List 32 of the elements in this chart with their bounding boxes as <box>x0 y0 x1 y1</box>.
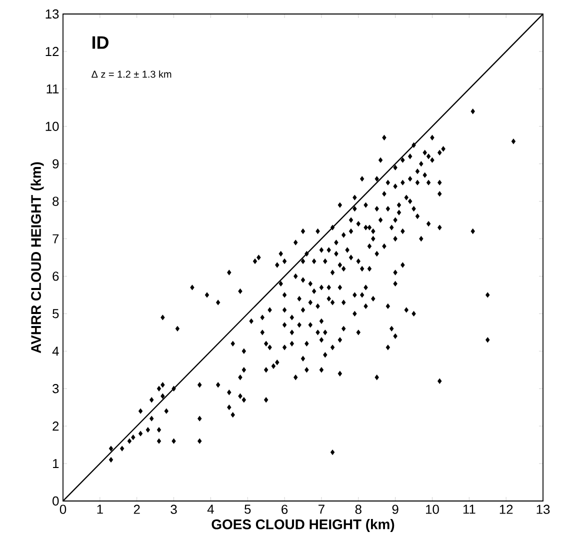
y-tick-label: 3 <box>52 384 59 394</box>
y-axis-title: AVHRR CLOUD HEIGHT (km) <box>30 162 44 354</box>
y-tick-label: 6 <box>52 272 59 281</box>
x-tick-label: 8 <box>355 504 362 514</box>
x-tick-label: 13 <box>536 504 550 514</box>
y-tick-label: 0 <box>52 496 59 506</box>
x-axis-title: GOES CLOUD HEIGHT (km) <box>212 519 394 532</box>
y-tick-label: 1 <box>53 459 59 468</box>
y-tick-label: 13 <box>46 9 59 19</box>
x-tick-label: 6 <box>282 504 288 514</box>
x-tick-label: 7 <box>318 504 324 514</box>
x-tick-label: 3 <box>170 504 177 514</box>
y-tick-label: 8 <box>52 196 59 206</box>
x-tick-label: 5 <box>244 504 251 514</box>
y-tick-label: 10 <box>46 122 59 131</box>
x-tick-label: 11 <box>463 504 476 514</box>
x-tick-label: 0 <box>60 504 66 514</box>
annotation: Δ z = 1.2 ± 1.3 km <box>92 70 172 78</box>
x-tick-label: 10 <box>426 504 439 514</box>
x-tick-label: 2 <box>134 504 140 514</box>
annotation: ID <box>92 36 108 49</box>
y-tick-label: 4 <box>52 346 59 356</box>
x-tick-label: 4 <box>207 504 214 514</box>
y-tick-label: 11 <box>46 84 59 94</box>
x-tick-label: 9 <box>392 504 398 514</box>
x-tick-label: 1 <box>97 504 103 514</box>
x-tick-label: 12 <box>500 504 513 514</box>
y-tick-label: 7 <box>52 234 59 244</box>
y-tick-label: 9 <box>52 159 59 168</box>
y-tick-label: 12 <box>46 46 59 56</box>
y-tick-label: 5 <box>52 309 59 318</box>
y-tick-label: 2 <box>52 422 59 431</box>
